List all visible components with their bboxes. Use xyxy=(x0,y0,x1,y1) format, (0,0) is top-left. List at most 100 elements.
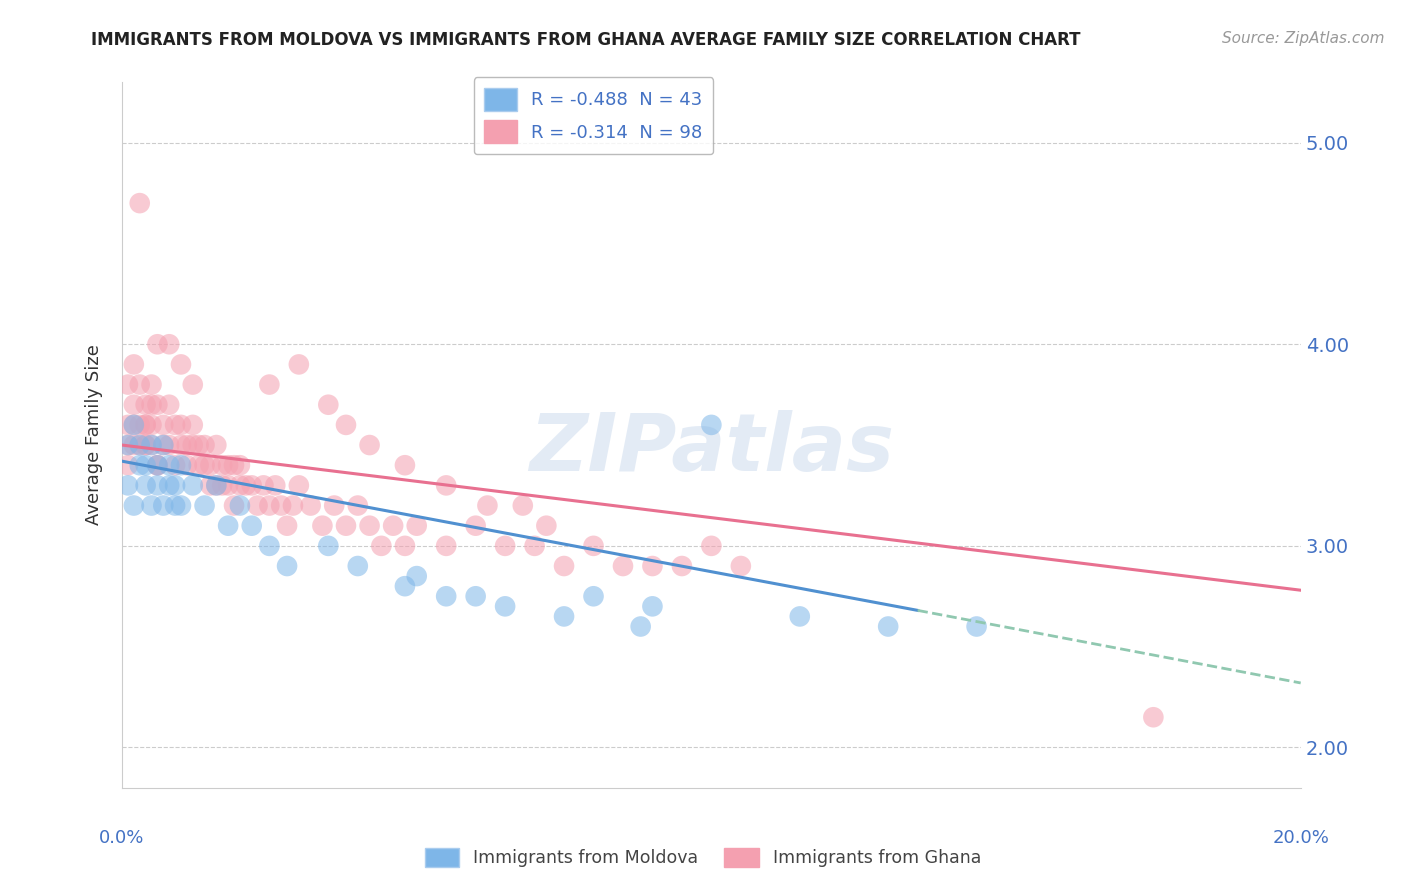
Point xyxy=(464,589,486,603)
Point xyxy=(181,478,204,492)
Point xyxy=(394,579,416,593)
Point xyxy=(122,499,145,513)
Point xyxy=(335,417,357,432)
Point xyxy=(346,559,368,574)
Point xyxy=(141,499,163,513)
Point xyxy=(700,539,723,553)
Point xyxy=(157,398,180,412)
Point xyxy=(170,499,193,513)
Point xyxy=(612,559,634,574)
Point xyxy=(553,609,575,624)
Point xyxy=(122,358,145,372)
Point xyxy=(523,539,546,553)
Point xyxy=(359,438,381,452)
Point xyxy=(318,398,340,412)
Point xyxy=(434,478,457,492)
Point xyxy=(1142,710,1164,724)
Point xyxy=(323,499,346,513)
Point xyxy=(217,458,239,473)
Point xyxy=(240,478,263,492)
Point xyxy=(165,458,187,473)
Point xyxy=(128,377,150,392)
Point xyxy=(222,458,245,473)
Point xyxy=(318,539,340,553)
Point xyxy=(877,619,900,633)
Point xyxy=(122,417,145,432)
Y-axis label: Average Family Size: Average Family Size xyxy=(86,344,103,525)
Point xyxy=(359,518,381,533)
Point xyxy=(211,458,233,473)
Point xyxy=(176,438,198,452)
Point xyxy=(235,478,257,492)
Point xyxy=(193,458,215,473)
Point xyxy=(494,599,516,614)
Point xyxy=(311,518,333,533)
Point xyxy=(464,518,486,533)
Point xyxy=(222,499,245,513)
Point xyxy=(135,478,157,492)
Point xyxy=(135,417,157,432)
Point xyxy=(128,196,150,211)
Point xyxy=(382,518,405,533)
Point xyxy=(128,417,150,432)
Point xyxy=(394,458,416,473)
Point xyxy=(700,417,723,432)
Point xyxy=(270,499,292,513)
Point xyxy=(117,478,139,492)
Point xyxy=(536,518,558,533)
Point xyxy=(117,438,139,452)
Point xyxy=(252,478,274,492)
Point xyxy=(152,417,174,432)
Point xyxy=(141,438,163,452)
Point xyxy=(146,478,169,492)
Point xyxy=(135,417,157,432)
Point xyxy=(288,478,311,492)
Point xyxy=(117,417,139,432)
Point xyxy=(157,438,180,452)
Point xyxy=(157,478,180,492)
Point xyxy=(152,438,174,452)
Point xyxy=(789,609,811,624)
Point xyxy=(135,438,157,452)
Point xyxy=(966,619,988,633)
Point xyxy=(170,358,193,372)
Point xyxy=(141,398,163,412)
Point xyxy=(394,539,416,553)
Point xyxy=(181,438,204,452)
Point xyxy=(146,458,169,473)
Point xyxy=(170,438,193,452)
Point xyxy=(200,478,222,492)
Point xyxy=(259,377,281,392)
Point xyxy=(193,438,215,452)
Point xyxy=(288,358,311,372)
Point xyxy=(405,518,427,533)
Point xyxy=(157,337,180,351)
Point xyxy=(553,559,575,574)
Point xyxy=(170,417,193,432)
Point xyxy=(122,438,145,452)
Point xyxy=(146,337,169,351)
Point xyxy=(217,478,239,492)
Point xyxy=(211,478,233,492)
Point xyxy=(259,539,281,553)
Point xyxy=(181,417,204,432)
Point xyxy=(405,569,427,583)
Text: IMMIGRANTS FROM MOLDOVA VS IMMIGRANTS FROM GHANA AVERAGE FAMILY SIZE CORRELATION: IMMIGRANTS FROM MOLDOVA VS IMMIGRANTS FR… xyxy=(91,31,1081,49)
Point xyxy=(494,539,516,553)
Point xyxy=(630,619,652,633)
Point xyxy=(281,499,304,513)
Point xyxy=(128,438,150,452)
Point xyxy=(193,499,215,513)
Point xyxy=(671,559,693,574)
Point xyxy=(229,499,252,513)
Point xyxy=(346,499,368,513)
Point xyxy=(141,377,163,392)
Point xyxy=(146,458,169,473)
Point xyxy=(122,417,145,432)
Point xyxy=(165,478,187,492)
Point xyxy=(434,539,457,553)
Point xyxy=(582,539,605,553)
Point xyxy=(128,458,150,473)
Point xyxy=(181,377,204,392)
Point xyxy=(641,599,664,614)
